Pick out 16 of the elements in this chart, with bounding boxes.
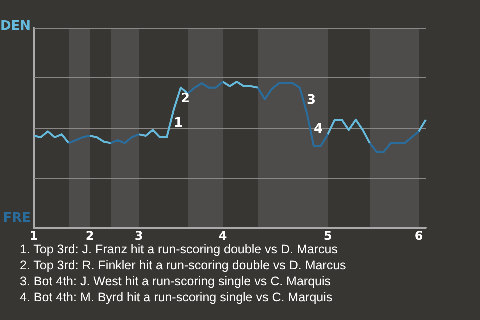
annotation: 1 bbox=[174, 116, 184, 132]
annotation: 4 bbox=[314, 122, 324, 137]
text: 1. Top 3rd: J. Franz hit a run-scoring double vs D. Marcus bbox=[20, 242, 338, 256]
x-tick-label: 4 bbox=[218, 229, 228, 243]
x-tick-label: 5 bbox=[324, 229, 332, 243]
text: 2. Top 3rd: R. Finkler hit a run-scoring double vs D. Marcus bbox=[20, 258, 346, 272]
text: FRE bbox=[3, 211, 32, 226]
x-tick-label: 6 bbox=[414, 229, 424, 243]
x-tick-label: 2 bbox=[86, 229, 94, 243]
x-tick-label: 1 bbox=[30, 229, 38, 243]
x-tick-label: 3 bbox=[134, 229, 144, 243]
text: 4. Bot 4th: M. Byrd hit a run-scoring single vs C. Marquis bbox=[20, 290, 333, 304]
text: 3. Bot 4th: J. West hit a run-scoring single vs C. Marquis bbox=[20, 274, 332, 288]
annotation: 2 bbox=[180, 91, 190, 106]
annotation: 3 bbox=[306, 92, 316, 108]
text: DEN bbox=[0, 19, 32, 34]
